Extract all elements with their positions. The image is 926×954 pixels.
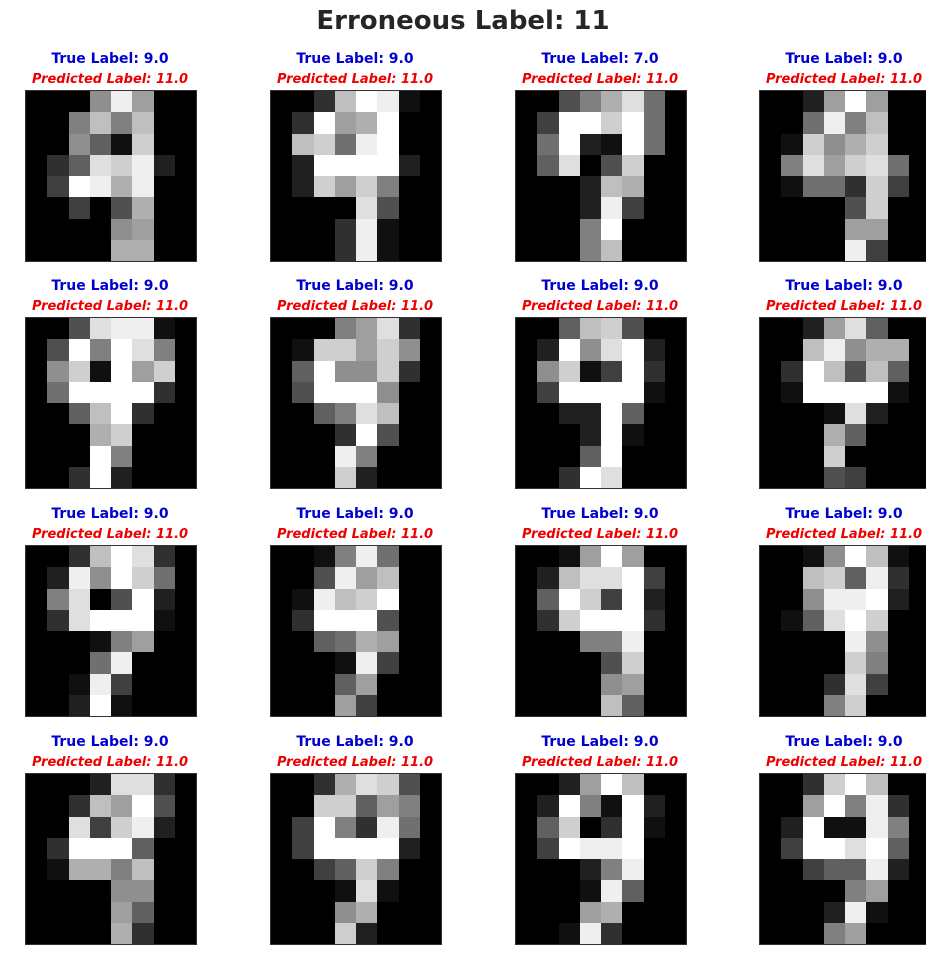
- predicted-label: Predicted Label: 11.0: [765, 72, 923, 87]
- digit-image: [25, 90, 197, 262]
- figure-title: Erroneous Label: 11: [316, 6, 610, 36]
- digit-image: [25, 317, 197, 489]
- true-label: True Label: 9.0: [541, 734, 659, 750]
- digit-image: [759, 773, 926, 945]
- predicted-label: Predicted Label: 11.0: [276, 527, 434, 542]
- true-label: True Label: 7.0: [541, 51, 659, 67]
- true-label: True Label: 9.0: [296, 734, 414, 750]
- digit-image: [515, 90, 687, 262]
- true-label: True Label: 9.0: [51, 278, 169, 294]
- predicted-label: Predicted Label: 11.0: [765, 755, 923, 770]
- digit-image: [270, 773, 442, 945]
- true-label: True Label: 9.0: [785, 734, 903, 750]
- true-label: True Label: 9.0: [541, 506, 659, 522]
- true-label: True Label: 9.0: [296, 506, 414, 522]
- predicted-label: Predicted Label: 11.0: [276, 755, 434, 770]
- predicted-label: Predicted Label: 11.0: [31, 527, 189, 542]
- digit-image: [515, 317, 687, 489]
- predicted-label: Predicted Label: 11.0: [276, 299, 434, 314]
- predicted-label: Predicted Label: 11.0: [31, 72, 189, 87]
- true-label: True Label: 9.0: [296, 51, 414, 67]
- digit-image: [515, 545, 687, 717]
- predicted-label: Predicted Label: 11.0: [765, 527, 923, 542]
- digit-image: [759, 545, 926, 717]
- true-label: True Label: 9.0: [541, 278, 659, 294]
- true-label: True Label: 9.0: [785, 506, 903, 522]
- predicted-label: Predicted Label: 11.0: [276, 72, 434, 87]
- predicted-label: Predicted Label: 11.0: [31, 299, 189, 314]
- digit-image: [270, 90, 442, 262]
- digit-image: [759, 317, 926, 489]
- digit-image: [25, 773, 197, 945]
- predicted-label: Predicted Label: 11.0: [521, 755, 679, 770]
- true-label: True Label: 9.0: [51, 734, 169, 750]
- true-label: True Label: 9.0: [785, 278, 903, 294]
- true-label: True Label: 9.0: [785, 51, 903, 67]
- true-label: True Label: 9.0: [51, 506, 169, 522]
- digit-image: [515, 773, 687, 945]
- digit-image: [759, 90, 926, 262]
- predicted-label: Predicted Label: 11.0: [31, 755, 189, 770]
- predicted-label: Predicted Label: 11.0: [521, 527, 679, 542]
- true-label: True Label: 9.0: [296, 278, 414, 294]
- predicted-label: Predicted Label: 11.0: [521, 72, 679, 87]
- predicted-label: Predicted Label: 11.0: [765, 299, 923, 314]
- predicted-label: Predicted Label: 11.0: [521, 299, 679, 314]
- digit-image: [25, 545, 197, 717]
- digit-image: [270, 545, 442, 717]
- true-label: True Label: 9.0: [51, 51, 169, 67]
- digit-image: [270, 317, 442, 489]
